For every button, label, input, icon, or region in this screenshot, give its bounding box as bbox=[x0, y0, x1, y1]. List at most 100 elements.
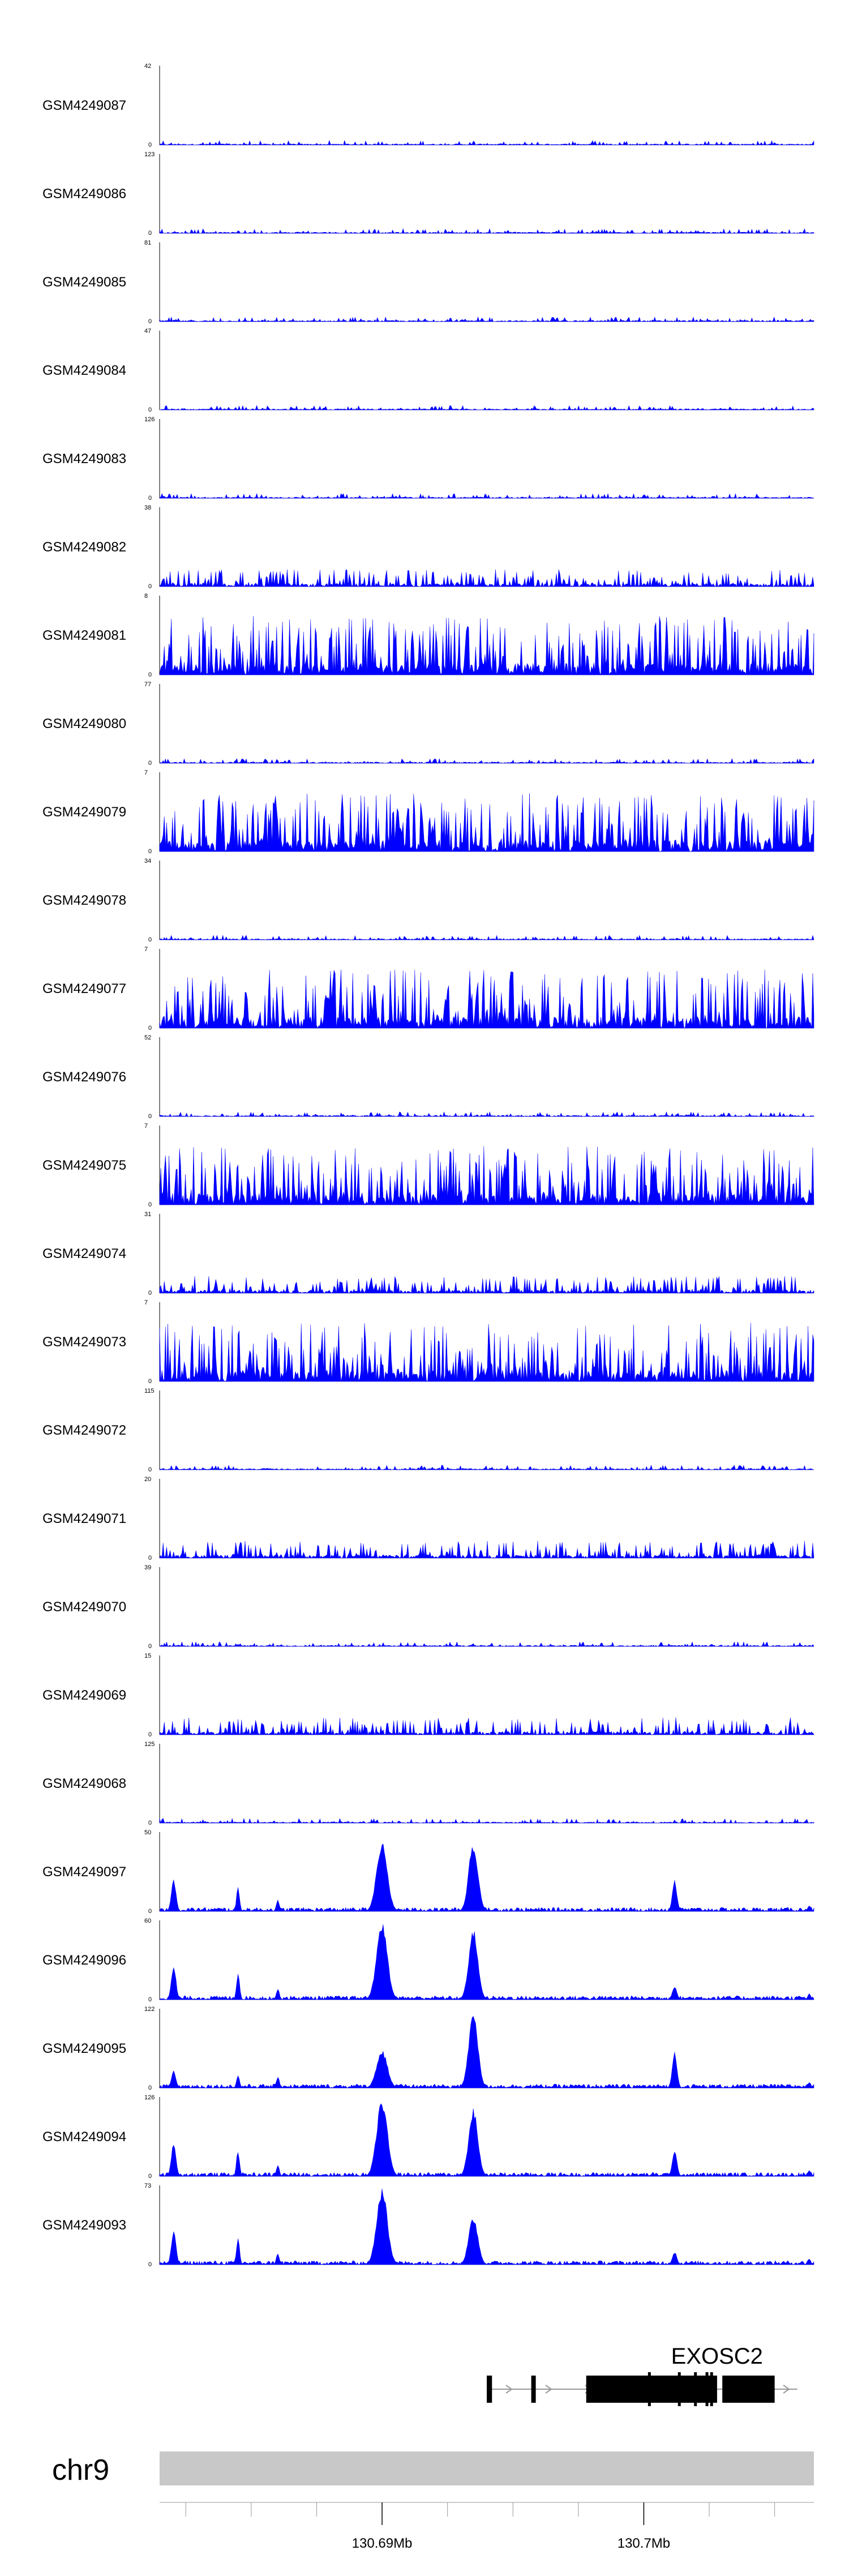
track-label: GSM4249081 bbox=[42, 628, 126, 643]
track-label: GSM4249083 bbox=[42, 451, 126, 467]
track-label: GSM4249071 bbox=[42, 1511, 126, 1526]
signal-area bbox=[159, 969, 814, 1029]
track-GSM4249082: GSM4249082 38 0 bbox=[42, 504, 814, 590]
track-ymax-label: 7 bbox=[144, 946, 148, 953]
track-ymax-label: 31 bbox=[144, 1211, 151, 1218]
track-GSM4249074: GSM4249074 31 0 bbox=[42, 1211, 814, 1296]
track-ymax-label: 115 bbox=[144, 1388, 155, 1394]
gene-exon bbox=[487, 2376, 492, 2403]
track-GSM4249068: GSM4249068 125 0 bbox=[42, 1741, 814, 1826]
track-ymax-label: 34 bbox=[144, 858, 151, 865]
track-ymin-label: 0 bbox=[148, 1555, 152, 1561]
track-ymin-label: 0 bbox=[148, 142, 152, 148]
signal-area bbox=[159, 493, 814, 499]
signal-area bbox=[159, 228, 814, 234]
signal-area bbox=[159, 569, 814, 587]
gene-exon-tick bbox=[710, 2372, 713, 2406]
signal-area bbox=[159, 2103, 814, 2177]
track-GSM4249075: GSM4249075 7 0 bbox=[42, 1123, 814, 1208]
track-ymax-label: 7 bbox=[144, 1123, 148, 1129]
track-ymin-label: 0 bbox=[148, 230, 152, 237]
track-label: GSM4249096 bbox=[42, 1953, 126, 1968]
signal-area bbox=[159, 1641, 814, 1647]
signal-area bbox=[159, 793, 814, 852]
track-ymin-label: 0 bbox=[148, 1025, 152, 1032]
track-ymin-label: 0 bbox=[148, 1996, 152, 2003]
track-ymin-label: 0 bbox=[148, 2085, 152, 2091]
track-ymin-label: 0 bbox=[148, 1643, 152, 1650]
track-GSM4249073: GSM4249073 7 0 bbox=[42, 1299, 814, 1385]
track-ymax-label: 77 bbox=[144, 681, 151, 688]
data-tracks: GSM4249087 42 0 GSM4249086 123 0 GSM4249085 81 0… bbox=[42, 63, 814, 2268]
track-ymax-label: 52 bbox=[144, 1034, 151, 1041]
track-label: GSM4249086 bbox=[42, 186, 126, 202]
track-GSM4249084: GSM4249084 47 0 bbox=[42, 328, 814, 413]
track-GSM4249085: GSM4249085 81 0 bbox=[42, 239, 814, 325]
track-ymin-label: 0 bbox=[148, 2173, 152, 2180]
signal-area bbox=[159, 1276, 814, 1294]
track-ymax-label: 7 bbox=[144, 769, 148, 776]
track-ymax-label: 125 bbox=[144, 1741, 155, 1748]
track-GSM4249097: GSM4249097 50 0 bbox=[42, 1829, 814, 1915]
track-ymin-label: 0 bbox=[148, 936, 152, 943]
track-ymin-label: 0 bbox=[148, 1731, 152, 1738]
track-label: GSM4249069 bbox=[42, 1688, 126, 1703]
signal-area bbox=[159, 1717, 814, 1735]
track-label: GSM4249074 bbox=[42, 1246, 126, 1261]
strand-arrow bbox=[505, 2385, 513, 2394]
track-ymax-label: 15 bbox=[144, 1653, 151, 1659]
track-label: GSM4249085 bbox=[42, 275, 126, 290]
gene-exon bbox=[586, 2376, 591, 2403]
track-ymax-label: 126 bbox=[144, 416, 155, 423]
track-label: GSM4249079 bbox=[42, 805, 126, 820]
track-label: GSM4249095 bbox=[42, 2041, 126, 2056]
track-ymin-label: 0 bbox=[148, 1290, 152, 1296]
track-ymax-label: 7 bbox=[144, 1299, 148, 1306]
track-ymin-label: 0 bbox=[148, 1908, 152, 1915]
track-ymin-label: 0 bbox=[148, 495, 152, 502]
track-GSM4249087: GSM4249087 42 0 bbox=[42, 63, 814, 148]
signal-area bbox=[159, 1146, 814, 1205]
gene-exon bbox=[591, 2376, 717, 2403]
signal-area bbox=[159, 1323, 814, 1382]
axis-tick-label: 130.69Mb bbox=[352, 2536, 413, 2551]
track-GSM4249078: GSM4249078 34 0 bbox=[42, 858, 814, 943]
signal-area bbox=[159, 934, 814, 940]
track-label: GSM4249087 bbox=[42, 98, 126, 113]
signal-area bbox=[159, 758, 814, 764]
signal-area bbox=[159, 316, 814, 322]
signal-area bbox=[159, 616, 814, 675]
track-ymax-label: 81 bbox=[144, 239, 151, 246]
track-label: GSM4249073 bbox=[42, 1334, 126, 1350]
track-ymax-label: 38 bbox=[144, 504, 151, 511]
signal-area bbox=[159, 1817, 814, 1824]
track-GSM4249079: GSM4249079 7 0 bbox=[42, 769, 814, 855]
gene-exon-tick bbox=[705, 2372, 709, 2406]
track-GSM4249076: GSM4249076 52 0 bbox=[42, 1034, 814, 1120]
track-label: GSM4249080 bbox=[42, 716, 126, 731]
track-ymin-label: 0 bbox=[148, 1201, 152, 1208]
track-ymax-label: 20 bbox=[144, 1476, 151, 1483]
track-ymax-label: 73 bbox=[144, 2183, 151, 2189]
track-ymax-label: 47 bbox=[144, 328, 151, 335]
track-ymin-label: 0 bbox=[148, 2261, 152, 2268]
track-label: GSM4249094 bbox=[42, 2129, 126, 2145]
track-label: GSM4249082 bbox=[42, 540, 126, 555]
track-label: GSM4249070 bbox=[42, 1599, 126, 1615]
genome-axis: chr9 130.69Mb 130.7Mb bbox=[52, 2451, 814, 2551]
track-GSM4249072: GSM4249072 115 0 bbox=[42, 1388, 814, 1473]
track-GSM4249080: GSM4249080 77 0 bbox=[42, 681, 814, 767]
track-ymax-label: 122 bbox=[144, 2006, 155, 2013]
track-label: GSM4249078 bbox=[42, 893, 126, 908]
signal-area bbox=[159, 2189, 814, 2265]
gene-exon-tick bbox=[694, 2372, 697, 2406]
track-GSM4249093: GSM4249093 73 0 bbox=[42, 2183, 814, 2268]
track-GSM4249095: GSM4249095 122 0 bbox=[42, 2006, 814, 2091]
track-ymin-label: 0 bbox=[148, 1378, 152, 1385]
gene-exon-tick bbox=[678, 2372, 681, 2406]
track-label: GSM4249076 bbox=[42, 1069, 126, 1085]
track-ymin-label: 0 bbox=[148, 671, 152, 678]
track-label: GSM4249068 bbox=[42, 1776, 126, 1791]
track-label: GSM4249072 bbox=[42, 1423, 126, 1438]
track-GSM4249081: GSM4249081 8 0 bbox=[42, 593, 814, 678]
